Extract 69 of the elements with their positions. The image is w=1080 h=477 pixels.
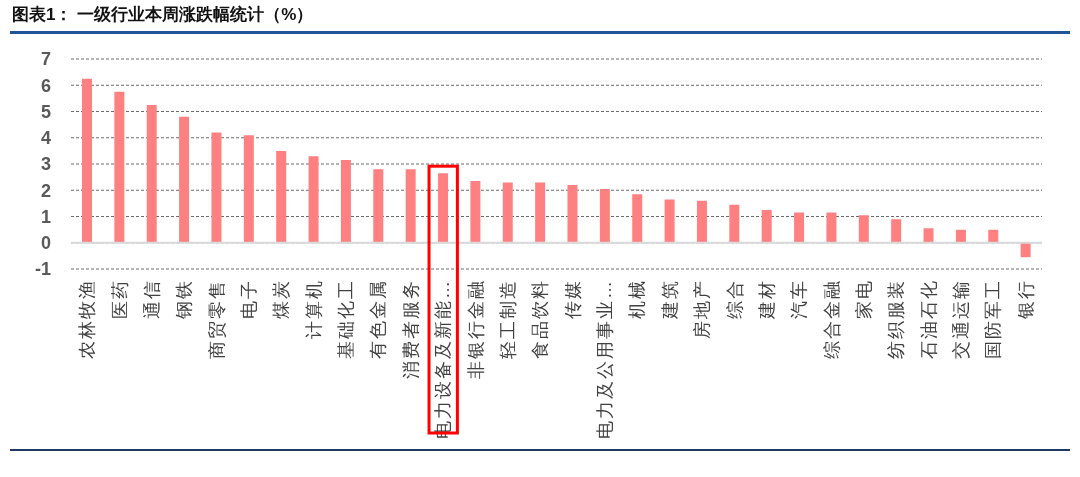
y-tick-label: 6 [40, 75, 51, 96]
y-tick-label: 7 [40, 49, 51, 70]
x-tick-label: 计算机 [303, 279, 324, 339]
x-tick-label: 传媒 [562, 279, 583, 319]
bar [179, 116, 190, 243]
x-tick-label: 基础化工 [336, 279, 357, 359]
x-tick-label: 轻工制造 [497, 279, 518, 359]
bar [82, 78, 92, 243]
x-tick-label: 有色金属 [368, 279, 389, 359]
y-tick-label: 4 [40, 128, 51, 149]
x-tick-label: 纺织服装 [886, 279, 907, 359]
x-tick-label: 钢铁 [174, 279, 195, 320]
bar [794, 212, 805, 243]
bar [696, 200, 707, 243]
x-tick-label: 建筑 [659, 279, 680, 320]
x-tick-label: 家电 [853, 279, 874, 319]
x-tick-label: 煤炭 [271, 279, 292, 319]
bar [664, 199, 675, 243]
x-tick-label: 商贸零售 [206, 279, 227, 359]
x-tick-label: 综合金融 [821, 279, 842, 359]
y-tick-label: 1 [40, 206, 51, 227]
x-tick-label: 食品饮料 [530, 279, 551, 359]
bar [438, 173, 449, 243]
bar [826, 212, 837, 243]
x-tick-label: 石油石化 [918, 279, 939, 359]
x-tick-label: 消费者服务 [400, 279, 421, 379]
x-tick-label: 国防军工 [983, 279, 1004, 359]
x-tick-label: 非银行金融 [465, 279, 486, 379]
x-tick-label: 汽车 [789, 279, 810, 319]
x-tick-label: 农林牧渔 [77, 279, 98, 359]
bar [405, 169, 416, 243]
bar [567, 185, 578, 243]
bar [114, 91, 125, 243]
bar [243, 135, 254, 243]
y-tick-label: 2 [40, 180, 51, 201]
y-tick-label: 5 [40, 101, 51, 122]
bar [858, 215, 869, 243]
x-tick-label: 房地产 [692, 279, 713, 339]
bar [470, 181, 481, 243]
bar [146, 104, 157, 243]
x-tick-label: 交通运输 [951, 279, 972, 359]
bar [599, 188, 610, 243]
x-tick-label: 综合 [724, 279, 745, 319]
bar [729, 204, 740, 243]
x-tick-label: 医药 [109, 279, 130, 319]
x-tick-label: 机械 [627, 279, 648, 319]
bar [276, 150, 287, 243]
bar [340, 160, 351, 243]
bar [632, 194, 643, 243]
bar [502, 182, 513, 243]
x-tick-label: 通信 [141, 279, 162, 319]
x-tick-label: 电子 [239, 279, 260, 319]
bar [923, 228, 934, 243]
bar [891, 219, 902, 243]
bar [1020, 242, 1031, 258]
bar [308, 156, 319, 243]
bar [535, 182, 546, 243]
y-tick-label: -1 [34, 259, 51, 280]
bar [955, 229, 966, 243]
bar [761, 209, 772, 243]
y-tick-label: 0 [40, 233, 51, 254]
x-tick-label: 电力及公用事业… [595, 279, 616, 439]
bar [373, 169, 384, 243]
chart-title: 图表1： 一级行业本周涨跌幅统计（%） [12, 4, 314, 26]
bar [988, 229, 999, 243]
x-tick-label: 银行 [1015, 279, 1036, 320]
y-tick-label: 3 [40, 154, 51, 175]
bar [211, 132, 222, 243]
x-tick-label: 建材 [756, 279, 777, 320]
